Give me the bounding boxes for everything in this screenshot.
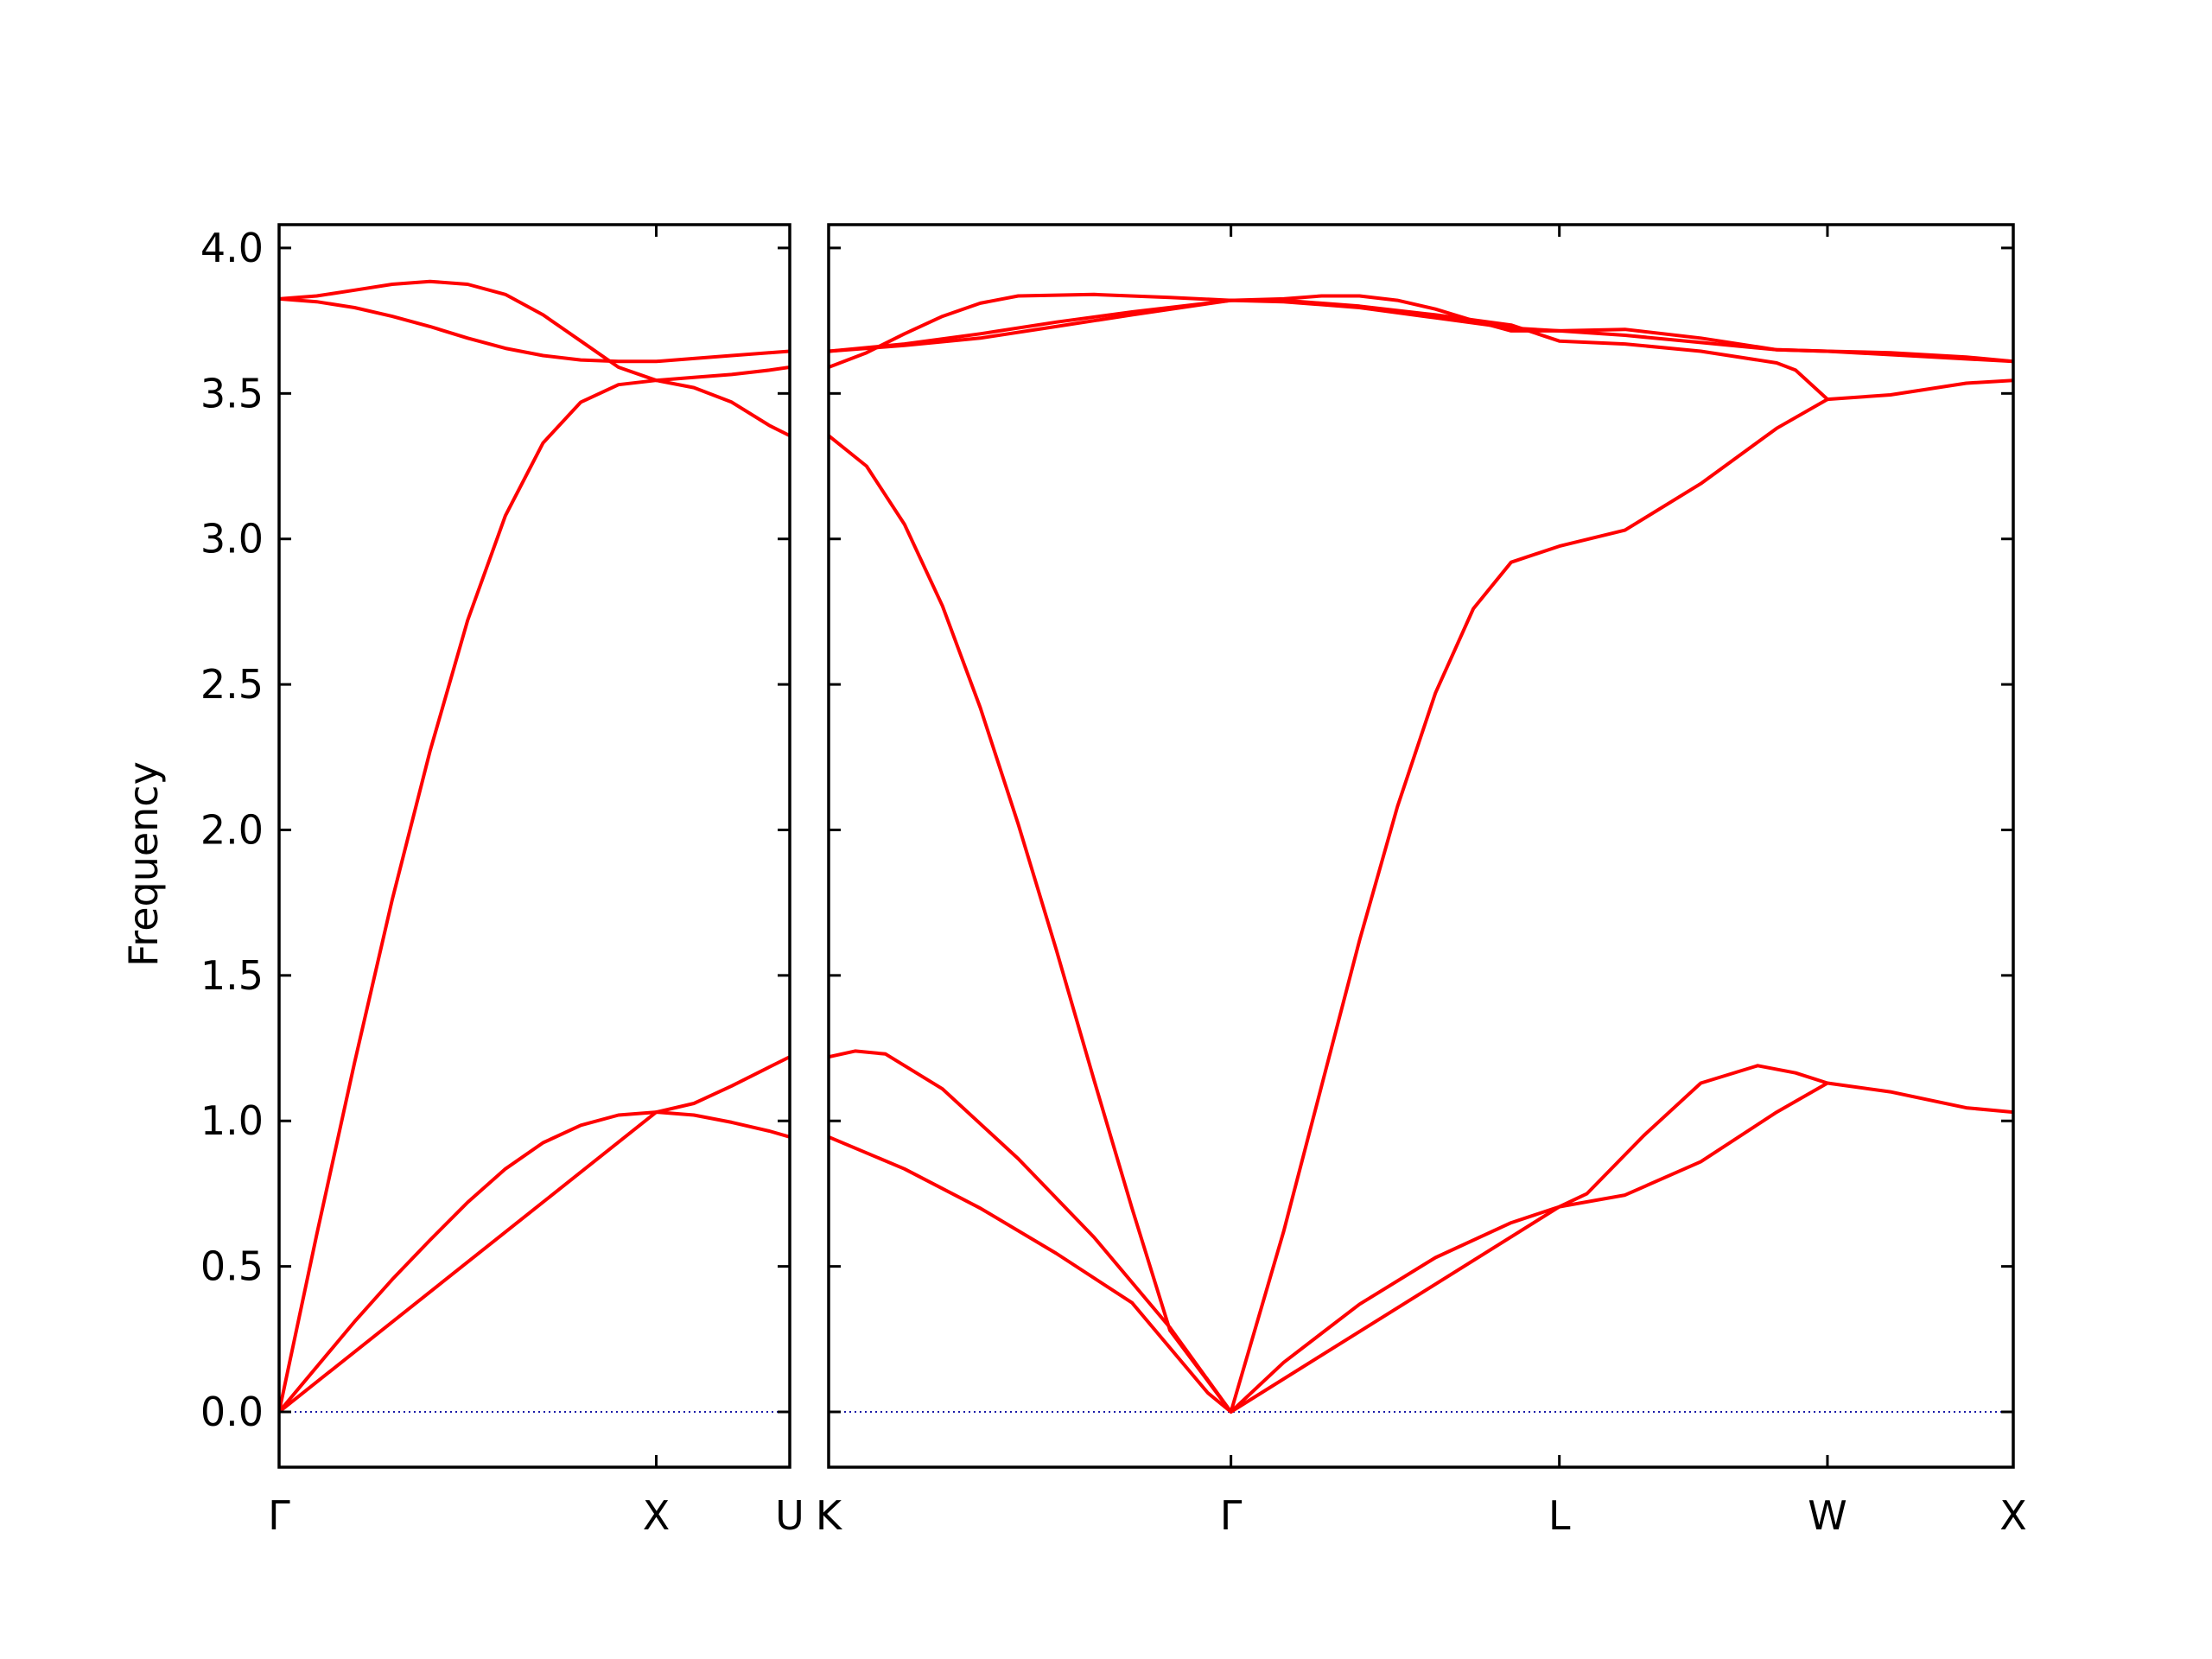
panel-frame	[827, 223, 2015, 1469]
phonon-band-3	[279, 378, 790, 1414]
phonon-band-3	[829, 378, 2013, 1414]
x-tick-label: Γ	[268, 1492, 290, 1539]
phonon-band-5	[279, 279, 790, 383]
phonon-band-6	[829, 298, 1829, 402]
x-tick-label: U	[775, 1492, 804, 1539]
y-axis-label: Frequency	[120, 761, 167, 967]
band-group	[829, 292, 2013, 1414]
y-tick-label: 0.5	[200, 1243, 264, 1290]
x-tick-label: K	[816, 1492, 843, 1539]
x-tick-label: X	[643, 1492, 671, 1539]
x-tick-label: X	[1999, 1492, 2027, 1539]
phonon-band-1	[829, 1081, 2013, 1414]
y-tick-label: 0.0	[200, 1389, 264, 1435]
y-tick-label: 2.0	[200, 806, 264, 853]
plot-panels: 0.0 0.5 1.0 1.5 2.0 2.5 3.0 3.5 4.0 Γ X U K Γ L W X	[200, 223, 2027, 1539]
y-tick-label: 2.5	[200, 661, 264, 708]
phonon-band-5	[829, 298, 2013, 364]
y-tick-label: 3.5	[200, 370, 264, 416]
y-tick-label: 4.0	[200, 225, 264, 271]
phonon-band-4	[279, 296, 790, 364]
phonon-band-1	[279, 1110, 790, 1414]
y-tick-label: 3.0	[200, 516, 264, 563]
phonon-band-2	[829, 1049, 1829, 1414]
x-tick-label: Γ	[1220, 1492, 1243, 1539]
x-tick-label: W	[1808, 1492, 1847, 1539]
x-tick-label: L	[1548, 1492, 1571, 1539]
y-tick-label: 1.0	[200, 1097, 264, 1144]
phonon-band-2	[279, 1055, 790, 1414]
band-group	[279, 279, 790, 1414]
y-tick-label: 1.5	[200, 952, 264, 999]
panel-frame	[277, 223, 791, 1469]
panel-1: 0.0 0.5 1.0 1.5 2.0 2.5 3.0 3.5 4.0 Γ X U	[200, 223, 804, 1539]
